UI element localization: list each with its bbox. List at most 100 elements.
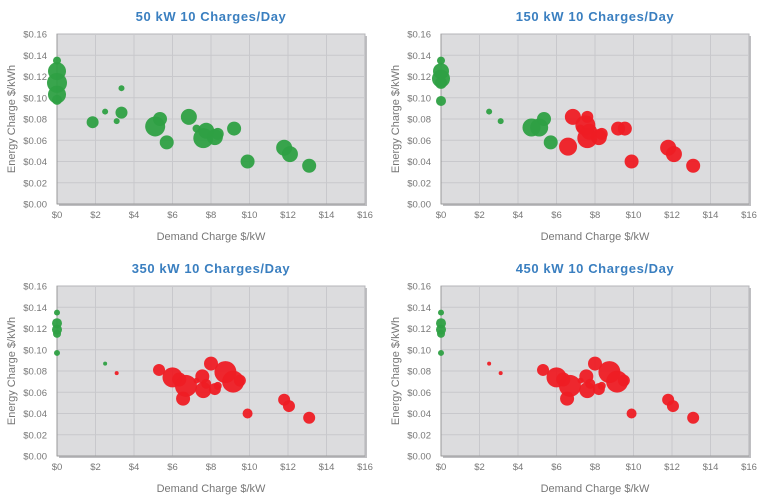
y-tick-label: $0.12	[23, 72, 47, 83]
x-tick-label: $8	[590, 462, 601, 473]
y-tick-label: $0.04	[23, 409, 47, 420]
y-tick-label: $0.08	[23, 115, 47, 126]
x-axis-label: Demand Charge $/kW	[541, 231, 650, 243]
y-tick-label: $0.04	[407, 157, 431, 168]
x-tick-label: $4	[129, 210, 140, 221]
y-tick-label: $0.00	[407, 200, 431, 211]
bubble-point	[536, 112, 551, 126]
bubble-point	[195, 382, 212, 399]
x-tick-label: $0	[436, 462, 447, 473]
bubble-point	[486, 108, 493, 115]
bubble-point	[687, 411, 700, 424]
x-tick-label: $12	[280, 210, 296, 221]
chart-title: 450 kW 10 Charges/Day	[515, 261, 675, 276]
y-tick-label: $0.00	[23, 200, 47, 211]
bubble-point	[302, 158, 317, 173]
y-axis-label: Energy Charge $/kWh	[6, 65, 18, 173]
bubble-point	[438, 349, 444, 356]
bubble-point	[227, 121, 242, 136]
y-tick-label: $0.02	[407, 178, 431, 189]
bubble-point	[145, 116, 166, 137]
bubble-point	[595, 127, 608, 140]
bubble-chart: $0 $2 $4 $6 $8 $10 $12 $14 $16 $0.00 $0.02 $0.04 $0.…	[6, 30, 373, 244]
y-tick-label: $0.12	[407, 72, 431, 83]
x-tick-label: $10	[242, 462, 258, 473]
x-tick-label: $14	[703, 462, 719, 473]
x-tick-label: $6	[551, 462, 562, 473]
y-tick-label: $0.08	[23, 367, 47, 378]
x-tick-label: $10	[626, 210, 642, 221]
bubble-point	[54, 349, 60, 356]
y-tick-label: $0.14	[407, 51, 431, 62]
x-tick-label: $4	[513, 210, 524, 221]
bubble-point	[626, 408, 637, 419]
x-tick-label: $10	[626, 462, 642, 473]
bubble-point	[686, 158, 701, 173]
bubble-point	[579, 382, 596, 399]
x-axis-label: Demand Charge $/kW	[541, 483, 650, 495]
bubble-point	[665, 146, 682, 163]
chart-panel-50kw: 50 kW 10 Charges/Day $0 $2 $4 $6 $8 $10 $12 $14…	[0, 0, 384, 250]
y-tick-label: $0.16	[23, 30, 47, 41]
y-tick-label: $0.06	[23, 388, 47, 399]
y-tick-label: $0.10	[407, 345, 431, 356]
chart-panel-450kw: 450 kW 10 Charges/Day $0 $2 $4 $6 $8 $10 $12 $1…	[384, 252, 768, 502]
bubble-point	[438, 309, 444, 316]
y-tick-label: $0.14	[23, 303, 47, 314]
x-tick-label: $8	[206, 462, 217, 473]
x-tick-label: $12	[280, 462, 296, 473]
y-tick-label: $0.06	[407, 136, 431, 147]
y-tick-label: $0.10	[407, 93, 431, 104]
x-tick-label: $12	[664, 210, 680, 221]
bubble-point	[437, 56, 445, 65]
y-tick-label: $0.10	[23, 93, 47, 104]
bubble-point	[242, 408, 253, 419]
y-tick-label: $0.06	[23, 136, 47, 147]
bubble-point	[497, 118, 504, 125]
y-tick-label: $0.00	[407, 452, 431, 463]
y-axis-label: Energy Charge $/kWh	[6, 317, 18, 425]
x-tick-label: $8	[590, 210, 601, 221]
y-tick-label: $0.16	[407, 30, 431, 41]
x-tick-label: $6	[551, 210, 562, 221]
x-tick-label: $0	[52, 462, 63, 473]
bubble-point	[176, 391, 191, 406]
bubble-point	[558, 374, 581, 397]
bubble-point	[560, 391, 575, 406]
bubble-point	[211, 127, 224, 140]
bubble-point	[159, 135, 174, 150]
bubble-point	[204, 356, 218, 371]
x-tick-label: $2	[474, 462, 485, 473]
bubble-point	[52, 94, 62, 105]
y-tick-label: $0.02	[23, 178, 47, 189]
y-tick-label: $0.12	[23, 324, 47, 335]
chart-title: 350 kW 10 Charges/Day	[131, 261, 291, 276]
bubble-point	[180, 108, 197, 125]
bubble-point	[617, 374, 630, 387]
y-tick-label: $0.12	[407, 324, 431, 335]
bubble-point	[303, 411, 316, 424]
y-tick-label: $0.16	[23, 282, 47, 293]
x-tick-label: $16	[357, 210, 373, 221]
bubble-point	[436, 95, 446, 106]
bubble-point	[437, 329, 445, 338]
bubble-point	[537, 363, 550, 376]
chart-title: 50 kW 10 Charges/Day	[135, 9, 287, 24]
bubble-point	[282, 400, 295, 413]
y-tick-label: $0.02	[23, 430, 47, 441]
chart-title: 150 kW 10 Charges/Day	[515, 9, 675, 24]
x-tick-label: $10	[242, 210, 258, 221]
bubble-point	[113, 118, 120, 125]
bubble-point	[115, 106, 128, 119]
bubble-point	[281, 146, 298, 163]
bubble-point	[233, 374, 246, 387]
bubble-point	[213, 381, 222, 390]
y-tick-label: $0.04	[407, 409, 431, 420]
x-tick-label: $8	[206, 210, 217, 221]
bubble-point	[498, 371, 503, 376]
x-tick-label: $6	[167, 462, 178, 473]
y-tick-label: $0.14	[23, 51, 47, 62]
x-tick-label: $4	[513, 462, 524, 473]
x-tick-label: $16	[741, 210, 757, 221]
bubble-point	[617, 121, 632, 136]
